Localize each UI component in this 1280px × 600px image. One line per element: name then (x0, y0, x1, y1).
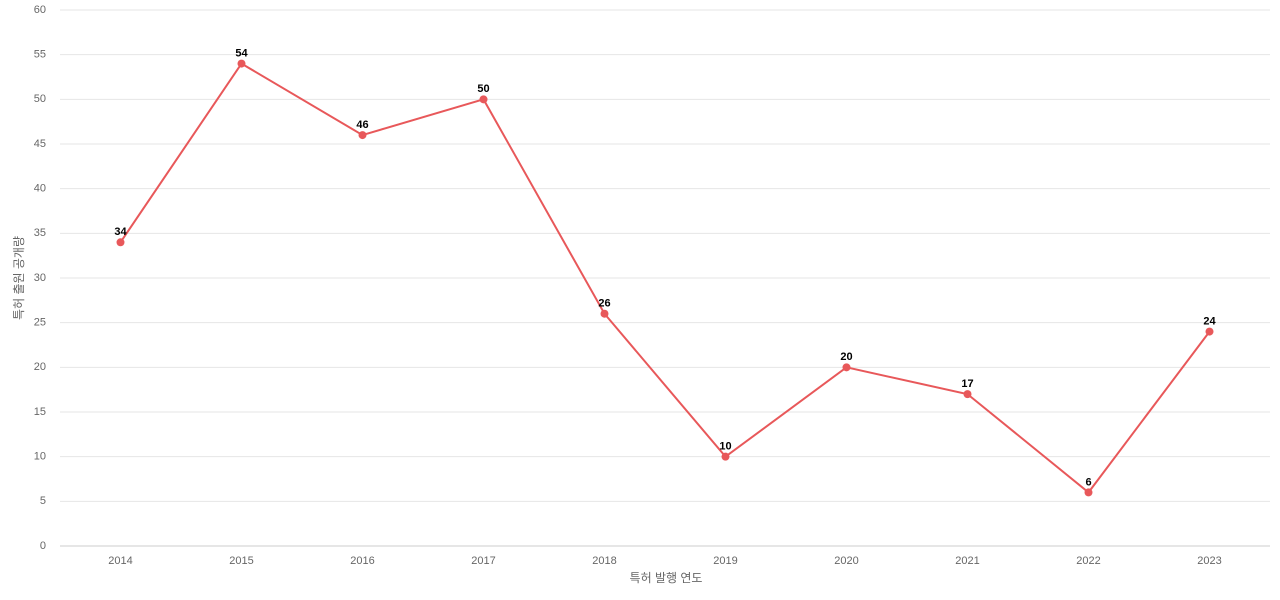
data-label: 10 (719, 441, 731, 453)
y-tick-label: 55 (34, 49, 46, 61)
y-tick-label: 30 (34, 272, 46, 284)
y-tick-label: 25 (34, 317, 46, 329)
y-tick-label: 15 (34, 406, 46, 418)
data-label: 54 (235, 48, 248, 60)
data-label: 46 (356, 119, 368, 131)
series-line (119, 62, 1211, 494)
y-tick-label: 50 (34, 93, 46, 105)
data-label: 50 (477, 83, 489, 95)
data-label: 20 (840, 351, 852, 363)
y-tick-label: 0 (40, 540, 46, 552)
data-point (842, 363, 851, 372)
data-point (116, 238, 125, 247)
data-point (358, 131, 367, 140)
x-tick-label: 2020 (834, 555, 858, 567)
x-tick-label: 2022 (1076, 555, 1100, 567)
y-tick-label: 60 (34, 4, 46, 16)
data-label: 17 (961, 378, 973, 390)
y-axis-title: 특허 출원 공개량 (12, 236, 26, 320)
data-point (479, 95, 488, 104)
x-tick-label: 2015 (229, 555, 253, 567)
x-tick-label: 2016 (350, 555, 374, 567)
x-tick-label: 2023 (1197, 555, 1221, 567)
y-tick-label: 45 (34, 138, 46, 150)
y-tick-label: 10 (34, 451, 46, 463)
data-point (1205, 327, 1214, 336)
data-label: 24 (1203, 316, 1216, 328)
x-axis-title: 특허 발행 연도 (630, 570, 703, 585)
x-tick-label: 2019 (713, 555, 737, 567)
y-tick-label: 20 (34, 361, 46, 373)
data-label: 26 (598, 298, 610, 310)
data-point (963, 390, 972, 399)
data-label: 6 (1085, 476, 1091, 488)
data-label: 34 (114, 226, 127, 238)
x-tick-label: 2014 (108, 555, 132, 567)
data-point (721, 452, 730, 461)
data-point (600, 309, 609, 318)
x-tick-label: 2021 (955, 555, 979, 567)
x-tick-label: 2017 (471, 555, 495, 567)
data-point (237, 59, 246, 68)
data-point (1084, 488, 1093, 497)
y-tick-label: 35 (34, 227, 46, 239)
y-tick-label: 5 (40, 495, 46, 507)
x-tick-label: 2018 (592, 555, 616, 567)
y-tick-label: 40 (34, 183, 46, 195)
